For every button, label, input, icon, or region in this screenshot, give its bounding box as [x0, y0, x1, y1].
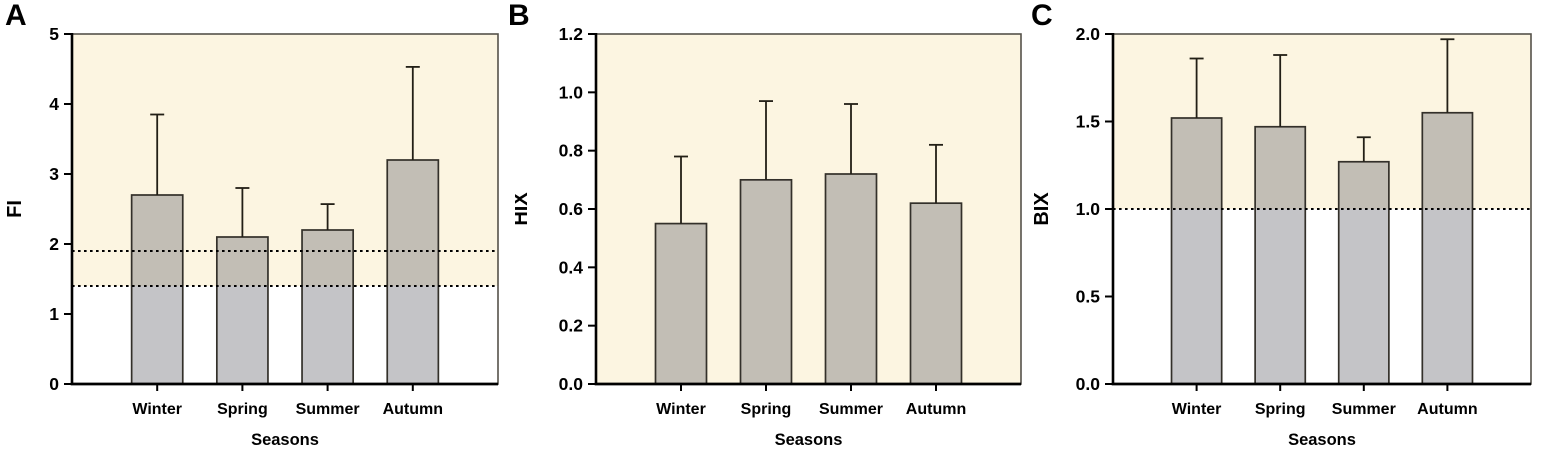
shaded-band	[1113, 34, 1531, 209]
bar-autumn	[1421, 111, 1474, 385]
chart-svg-bix: 0.0 0.5 1.0 1.5 2.0 Winter Spring Summer Autumn S…	[1031, 24, 1532, 449]
y-tick-label: 2	[49, 234, 59, 254]
x-tick-label: Spring	[741, 401, 792, 418]
panel-label-b: B	[508, 0, 530, 32]
bar-winter	[1170, 117, 1223, 385]
x-tick-label: Winter	[1172, 401, 1222, 418]
panel-b-hix-chart: 0.0 0.2 0.4 0.6 0.8 1.0 1.2 Winter Spring Summer A…	[515, 0, 1030, 450]
chart-svg-hix: 0.0 0.2 0.4 0.6 0.8 1.0 1.2 Winter Spring Summer A…	[515, 24, 1022, 449]
y-tick-label: 0.2	[559, 316, 584, 336]
x-tick-label: Summer	[1332, 401, 1396, 418]
y-axis-title: FI	[4, 200, 26, 218]
x-tick-label: Spring	[1255, 401, 1306, 418]
bar-autumn	[909, 202, 963, 385]
bar-spring	[215, 236, 269, 385]
y-tick-label: 1.5	[1076, 112, 1101, 132]
bar-summer	[1337, 160, 1390, 385]
y-tick-label: 3	[49, 164, 59, 184]
x-tick-label: Autumn	[383, 401, 443, 418]
y-tick-label: 0	[49, 374, 59, 394]
y-tick-label: 0.8	[559, 141, 584, 161]
x-tick-label: Autumn	[906, 401, 966, 418]
bar-autumn	[386, 159, 440, 385]
panel-a-fi-chart: 0 1 2 3 4 5 Winter Spring Summer Autumn Seasons FI	[0, 0, 515, 450]
y-tick-label: 0.0	[559, 374, 584, 394]
y-tick-label: 0.5	[1076, 287, 1101, 307]
y-tick-label: 4	[49, 94, 59, 114]
panel-label-c: C	[1031, 0, 1053, 32]
bar-spring	[739, 178, 793, 385]
x-axis-title: Seasons	[775, 431, 843, 449]
y-tick-label: 1.0	[559, 82, 584, 102]
y-tick-label: 1.2	[559, 24, 584, 44]
chart-svg-fi: 0 1 2 3 4 5 Winter Spring Summer Autumn Seasons FI	[4, 24, 499, 449]
shaded-band	[596, 34, 1021, 384]
y-tick-label: 0.0	[1076, 374, 1101, 394]
y-axis-title: HIX	[515, 192, 532, 226]
x-tick-label: Summer	[819, 401, 883, 418]
bar-winter	[130, 194, 184, 385]
x-tick-label: Winter	[656, 401, 706, 418]
bar-summer	[824, 173, 878, 385]
y-tick-label: 5	[49, 24, 59, 44]
x-tick-label: Autumn	[1417, 401, 1477, 418]
y-tick-label: 0.4	[559, 257, 584, 277]
x-tick-label: Spring	[217, 401, 268, 418]
x-axis-title: Seasons	[1288, 431, 1356, 449]
bar-summer	[301, 229, 355, 385]
panel-c-bix-chart: 0.0 0.5 1.0 1.5 2.0 Winter Spring Summer Autumn S…	[1030, 0, 1546, 450]
bar-winter	[654, 222, 708, 385]
x-tick-label: Summer	[296, 401, 360, 418]
panel-label-a: A	[5, 0, 27, 32]
y-tick-label: 2.0	[1076, 24, 1101, 44]
y-tick-label: 1	[49, 304, 59, 324]
bar-spring	[1254, 125, 1307, 385]
x-axis-title: Seasons	[251, 431, 319, 449]
y-tick-label: 0.6	[559, 199, 584, 219]
y-axis-title: BIX	[1031, 192, 1053, 226]
y-tick-label: 1.0	[1076, 199, 1101, 219]
x-tick-label: Winter	[132, 401, 182, 418]
